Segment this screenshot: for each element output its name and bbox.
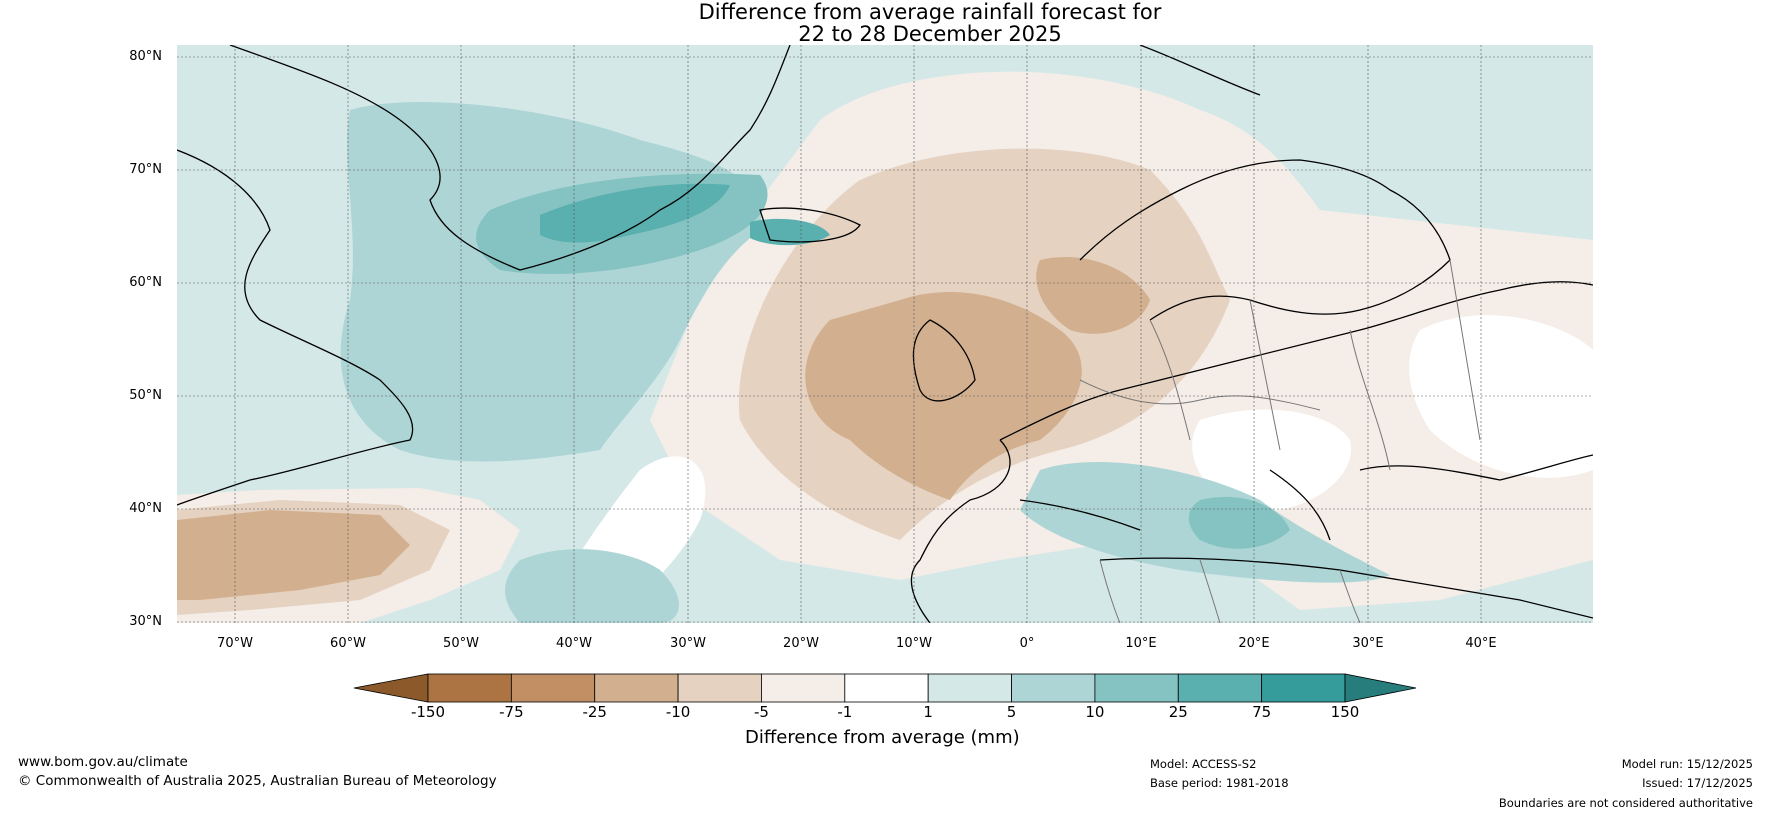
latitude-label: 50°N xyxy=(129,388,162,403)
longitude-label: 40°W xyxy=(556,636,592,651)
longitude-label: 30°E xyxy=(1352,636,1384,651)
colorbar-bin xyxy=(594,673,679,703)
map-title-line1: Difference from average rainfall forecas… xyxy=(698,0,1162,24)
colorbar-tick-label: -10 xyxy=(665,703,691,721)
colorbar-title: Difference from average (mm) xyxy=(745,727,1020,748)
longitude-label: 0° xyxy=(1019,636,1035,651)
colorbar-tick-label: 5 xyxy=(1006,703,1017,721)
colorbar-tick-label: 1 xyxy=(923,703,933,721)
longitude-label: 50°W xyxy=(443,636,479,651)
model-text: Model: ACCESS-S2 xyxy=(1150,757,1257,771)
base-period-text: Base period: 1981-2018 xyxy=(1150,776,1289,790)
near-average-band-2 xyxy=(1192,409,1352,512)
colorbar-bin xyxy=(844,673,929,703)
country-borders xyxy=(1079,259,1481,623)
latitude-label: 40°N xyxy=(129,501,162,516)
longitude-label: 60°W xyxy=(330,636,366,651)
wet-anomaly-strong xyxy=(540,183,730,243)
longitude-label: 70°W xyxy=(217,636,253,651)
dry-anomaly-dark xyxy=(805,291,1082,500)
colorbar xyxy=(353,673,1417,703)
map-plot-area xyxy=(177,45,1593,623)
colorbar-tick-label: -5 xyxy=(753,703,769,721)
dry-anomaly-dark-2 xyxy=(1036,256,1150,334)
colorbar-bin xyxy=(927,673,1012,703)
colorbar-tick-label: 75 xyxy=(1252,703,1272,721)
gridlines xyxy=(177,45,1593,623)
colorbar-bin xyxy=(1011,673,1096,703)
longitude-label: 10°E xyxy=(1125,636,1157,651)
wet-anomaly-medium-2 xyxy=(1188,496,1290,549)
wet-anomaly-light-3 xyxy=(505,549,679,623)
colorbar-bin xyxy=(1261,673,1346,703)
colorbar-tick-label: 150 xyxy=(1330,703,1360,721)
colorbar-bin xyxy=(677,673,762,703)
colorbar-extend-high xyxy=(1344,673,1417,703)
latitude-label: 70°N xyxy=(129,162,162,177)
latitude-label: 30°N xyxy=(129,614,162,629)
colorbar-tick-label: -75 xyxy=(499,703,524,721)
map-title-line2: 22 to 28 December 2025 xyxy=(798,22,1062,46)
latitude-label: 80°N xyxy=(129,49,162,64)
colorbar-tick-label: -25 xyxy=(582,703,607,721)
longitude-label: 20°E xyxy=(1238,636,1270,651)
latitude-label: 60°N xyxy=(129,275,162,290)
longitude-label: 30°W xyxy=(670,636,706,651)
colorbar-bin xyxy=(1177,673,1263,703)
near-average-band-3 xyxy=(1409,315,1593,478)
colorbar-bin xyxy=(427,673,512,703)
issued-text: Issued: 17/12/2025 xyxy=(1642,776,1753,790)
longitude-label: 40°E xyxy=(1465,636,1497,651)
colorbar-tick-label: -150 xyxy=(410,703,446,721)
colorbar-tick-label: 10 xyxy=(1085,703,1105,721)
copyright-text: © Commonwealth of Australia 2025, Austra… xyxy=(18,773,497,789)
model-run-text: Model run: 15/12/2025 xyxy=(1621,757,1753,771)
colorbar-bin xyxy=(761,673,846,703)
colorbar-tick-label: -1 xyxy=(837,703,853,721)
colorbar-extend-low xyxy=(353,673,429,703)
longitude-label: 20°W xyxy=(783,636,819,651)
longitude-label: 10°W xyxy=(896,636,932,651)
disclaimer-text: Boundaries are not considered authoritat… xyxy=(1498,796,1753,810)
coastlines xyxy=(177,45,1593,623)
colorbar-tick-label: 25 xyxy=(1168,703,1188,721)
website-text: www.bom.gov.au/climate xyxy=(18,754,188,770)
colorbar-bin xyxy=(1094,673,1179,703)
colorbar-bin xyxy=(510,673,596,703)
